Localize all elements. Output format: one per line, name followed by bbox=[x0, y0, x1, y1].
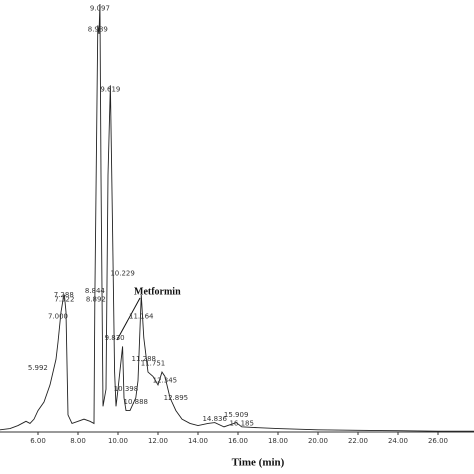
x-tick-label: 12.00 bbox=[148, 437, 168, 445]
peak-label: 12.895 bbox=[164, 394, 189, 402]
x-tick-label: 22.00 bbox=[348, 437, 368, 445]
peak-label: 10.888 bbox=[124, 398, 149, 406]
x-tick-label: 20.00 bbox=[308, 437, 328, 445]
peak-label: 8.989 bbox=[88, 26, 108, 34]
peak-label: 11.751 bbox=[141, 360, 166, 368]
x-tick-label: 26.00 bbox=[428, 437, 448, 445]
peak-label: 9.830 bbox=[105, 334, 125, 342]
peak-label: 5.992 bbox=[28, 364, 48, 372]
x-tick-label: 24.00 bbox=[388, 437, 408, 445]
trace bbox=[0, 3, 474, 432]
peak-label: 11.164 bbox=[129, 312, 154, 320]
peak-label: 14.836 bbox=[202, 415, 227, 423]
x-tick-label: 16.00 bbox=[228, 437, 248, 445]
peak-label: 11.288 bbox=[132, 355, 157, 363]
x-tick-label: 6.00 bbox=[30, 437, 46, 445]
peak-label: 7.322 bbox=[54, 295, 74, 303]
peak-label: 8.892 bbox=[86, 295, 106, 303]
peak-label: 16.185 bbox=[229, 419, 254, 427]
peak-label: 10.229 bbox=[110, 270, 135, 278]
peak-label: 10.398 bbox=[114, 385, 139, 393]
peak-label: 7.000 bbox=[48, 312, 68, 320]
peak-label: 8.844 bbox=[85, 287, 106, 295]
x-tick-label: 14.00 bbox=[188, 437, 208, 445]
x-axis-label: Time (min) bbox=[232, 457, 285, 469]
peak-label: 9.619 bbox=[100, 86, 120, 94]
annotation-arrow bbox=[116, 297, 141, 341]
x-tick-label: 8.00 bbox=[70, 437, 86, 445]
peak-label: 12.345 bbox=[153, 377, 178, 385]
x-tick-label: 10.00 bbox=[108, 437, 128, 445]
peak-label: 15.909 bbox=[224, 411, 249, 419]
peak-label: 7.288 bbox=[54, 291, 74, 299]
x-tick-label: 18.00 bbox=[268, 437, 288, 445]
peak-label: 9.097 bbox=[90, 4, 110, 12]
annotation: Metformin bbox=[134, 286, 181, 297]
